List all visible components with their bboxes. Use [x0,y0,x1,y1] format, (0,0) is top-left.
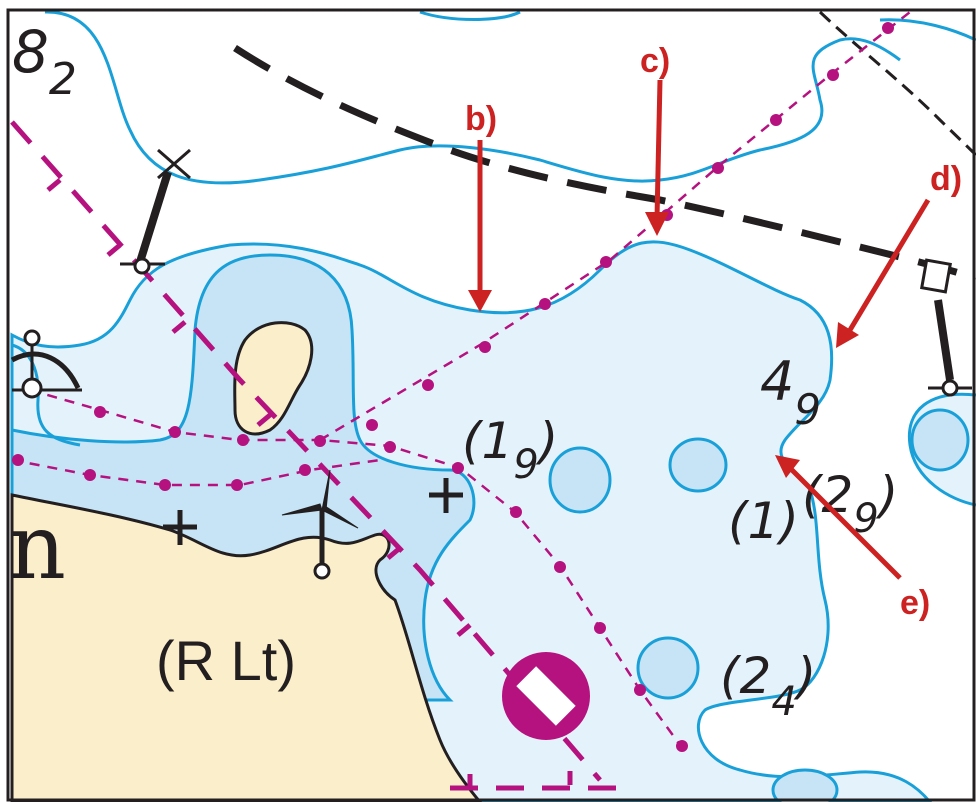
topmark-x-icon [120,148,191,275]
sounding-4-9: 49 [760,350,821,434]
danger-cross-icon [163,478,463,545]
shoal-right [910,408,970,472]
contour-top-edge [419,10,521,21]
shoal-4 [771,768,839,802]
radar-station-icon [10,329,82,399]
maritime-boundary-line [233,45,976,282]
shoal-3 [636,636,700,700]
island [233,321,314,436]
callout-c: c) [640,42,670,80]
sounding-2-4: (24) [720,647,816,725]
sounding-2-9: (29) [802,466,898,542]
wind-turbine-icon [281,469,359,580]
light-label: (R Lt) [156,629,296,692]
callout-b: b) [465,100,497,138]
sounding-1: (1) [728,492,799,550]
restricted-area-buoy-icon [502,652,590,740]
cable-dots [12,22,894,752]
land-letter: n [8,495,66,600]
contour-top-right [879,18,976,42]
topmark-square-icon [920,258,972,397]
contour-top-left [44,10,901,185]
sounding-8-2: 82 [12,18,77,105]
chart-frame [6,8,976,802]
restricted-area-ticks [46,178,573,788]
annotation-arrows [468,79,931,580]
shoal-1 [548,446,612,514]
land-mass [10,493,482,802]
callout-d: d) [930,160,962,198]
sounding-1-9: (19) [462,412,558,488]
callout-e: e) [900,584,930,622]
shoal-2 [668,437,728,493]
